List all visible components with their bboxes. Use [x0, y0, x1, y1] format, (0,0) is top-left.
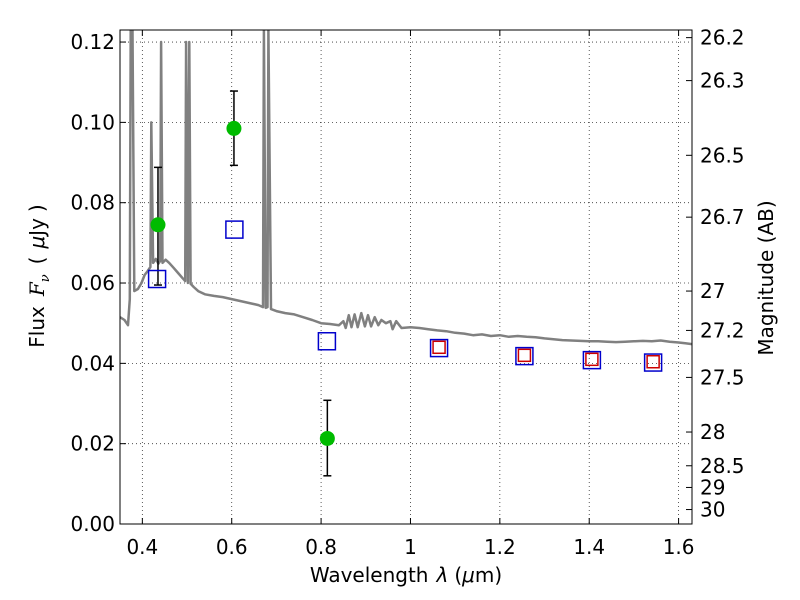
x-axis-title: Wavelength λ (μm) — [310, 563, 502, 587]
y2-tick-label: 26.2 — [700, 26, 745, 50]
model-red-point — [585, 352, 599, 367]
x-tick-label: 1.4 — [573, 535, 605, 559]
x-tick-label: 0.4 — [126, 535, 158, 559]
spectrum-line — [120, 30, 692, 346]
y-tick-label: 0.08 — [70, 191, 115, 215]
model-blue-point — [225, 220, 244, 239]
y2-axis-title: Magnitude (AB) — [754, 200, 778, 355]
model-blue-point — [515, 346, 534, 366]
marker-layer — [147, 90, 663, 477]
model-blue-point — [582, 350, 602, 370]
x-tick-label: 0.6 — [216, 535, 248, 559]
model-blue-point — [317, 332, 337, 351]
observed-point — [319, 430, 335, 446]
y2-tick-label: 30 — [700, 498, 725, 522]
y2-tick-label: 29 — [700, 475, 725, 499]
model-blue-point — [429, 338, 449, 358]
tick-layer: 0.4 0.6 0.8 1 1.2 1.4 1.6 0.00 0.02 0.04 0.06 0.08 0… — [70, 26, 744, 559]
y-tick-label: 0.10 — [70, 110, 115, 134]
x-tick-label: 0.8 — [305, 535, 337, 559]
model-red-point — [646, 354, 660, 369]
y2-tick-label: 26.7 — [700, 205, 745, 229]
y2-tick-label: 27.5 — [700, 365, 745, 389]
grid-layer — [120, 30, 692, 525]
x-tick-label: 1 — [404, 535, 417, 559]
y-tick-label: 0.04 — [70, 351, 115, 375]
y2-tick-label: 27.2 — [700, 318, 745, 342]
model-red-point — [517, 348, 532, 363]
plot-frame — [119, 29, 693, 525]
x-tick-label: 1.6 — [663, 535, 695, 559]
x-tick-label: 1.2 — [484, 535, 516, 559]
y2-tick-label: 26.5 — [700, 143, 745, 167]
spectrum-layer — [120, 30, 692, 346]
model-blue-point — [643, 353, 663, 372]
observed-point — [226, 120, 242, 136]
model-blue-point — [147, 269, 167, 289]
y-tick-label: 0.06 — [70, 271, 115, 295]
observed-point — [150, 217, 166, 233]
y-tick-label: 0.02 — [70, 432, 115, 456]
y-tick-label: 0.00 — [70, 512, 115, 536]
y2-tick-label: 27 — [700, 279, 725, 303]
y-axis-title: FluxFν(μJy) — [25, 204, 53, 347]
y2-tick-label: 28.5 — [700, 454, 745, 478]
y-tick-label: 0.12 — [70, 30, 115, 54]
y2-tick-label: 28 — [700, 420, 725, 444]
y2-tick-label: 26.3 — [700, 69, 745, 93]
model-red-point — [432, 340, 446, 355]
